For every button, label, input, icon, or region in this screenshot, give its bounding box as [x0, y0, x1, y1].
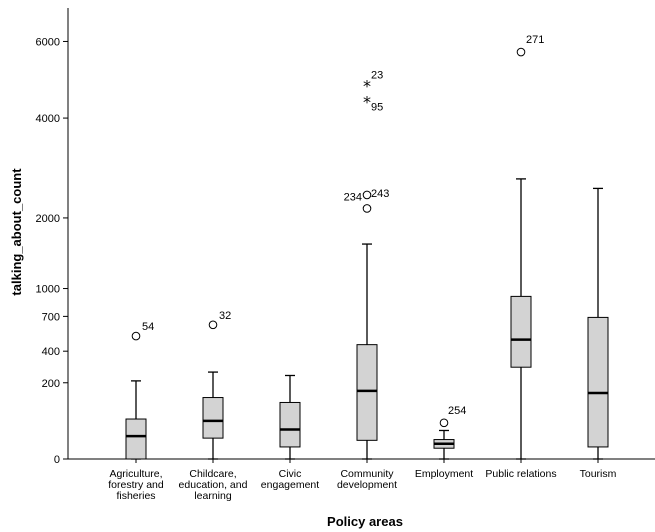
- x-axis-title: Policy areas: [327, 514, 403, 529]
- iqr-box: [356, 344, 378, 441]
- x-tick-label: Civic engagement: [261, 468, 319, 491]
- box-group: [587, 187, 609, 460]
- outlier-label: 254: [448, 405, 466, 417]
- outlier-circle: [362, 190, 372, 200]
- x-tick-label: Community development: [337, 468, 397, 491]
- plot-frame: [67, 8, 655, 460]
- x-axis: Agriculture, forestry and fisheries Childca…: [108, 459, 617, 502]
- iqr-box: [202, 397, 224, 439]
- iqr-box: [125, 418, 147, 460]
- outlier-circle: [208, 320, 218, 330]
- y-tick-label: 6000: [36, 36, 60, 48]
- x-tick-label: Tourism: [580, 468, 617, 480]
- iqr-box: [587, 316, 609, 448]
- outlier-label: 32: [219, 310, 231, 322]
- y-tick-label: 4000: [36, 113, 60, 125]
- outlier-circle: [362, 204, 372, 213]
- outlier-circle: [131, 331, 141, 341]
- box-group: 32: [202, 310, 231, 460]
- box-group: [279, 374, 301, 460]
- outlier-star: *: [363, 92, 371, 111]
- y-axis: 0 200 400 700 1000 2000 4000 6000: [36, 36, 68, 466]
- y-tick-label: 700: [42, 311, 60, 323]
- y-tick-label: 200: [42, 378, 60, 390]
- outlier-label: 95: [371, 101, 383, 113]
- outlier-star: *: [363, 77, 371, 96]
- outlier-label: 54: [142, 321, 154, 333]
- y-tick-label: 2000: [36, 213, 60, 225]
- boxes: 54 32 234 243 * 95*23 254 271: [125, 34, 609, 460]
- outlier-label: 234: [344, 191, 362, 203]
- x-tick-label: Childcare, education, and learning: [179, 468, 248, 502]
- outlier-label: 243: [371, 188, 389, 200]
- outlier-circle: [516, 47, 526, 57]
- iqr-box: [279, 401, 301, 448]
- box-group: 234 243 * 95*23: [344, 70, 389, 460]
- y-axis-title: talking_about_count: [9, 168, 24, 296]
- box-group: 254: [433, 405, 466, 460]
- y-tick-label: 400: [42, 346, 60, 358]
- outlier-label: 271: [526, 34, 544, 46]
- outlier-circle: [439, 418, 449, 428]
- y-tick-label: 0: [54, 454, 60, 466]
- x-tick-label: Agriculture, forestry and fisheries: [108, 468, 164, 502]
- x-tick-label: Public relations: [485, 468, 556, 480]
- iqr-box: [510, 295, 532, 368]
- box-group: 271: [510, 34, 544, 460]
- box-group: 54: [125, 321, 154, 460]
- outlier-label: 23: [371, 70, 383, 82]
- y-tick-label: 1000: [36, 284, 60, 296]
- x-tick-label: Employment: [415, 468, 473, 480]
